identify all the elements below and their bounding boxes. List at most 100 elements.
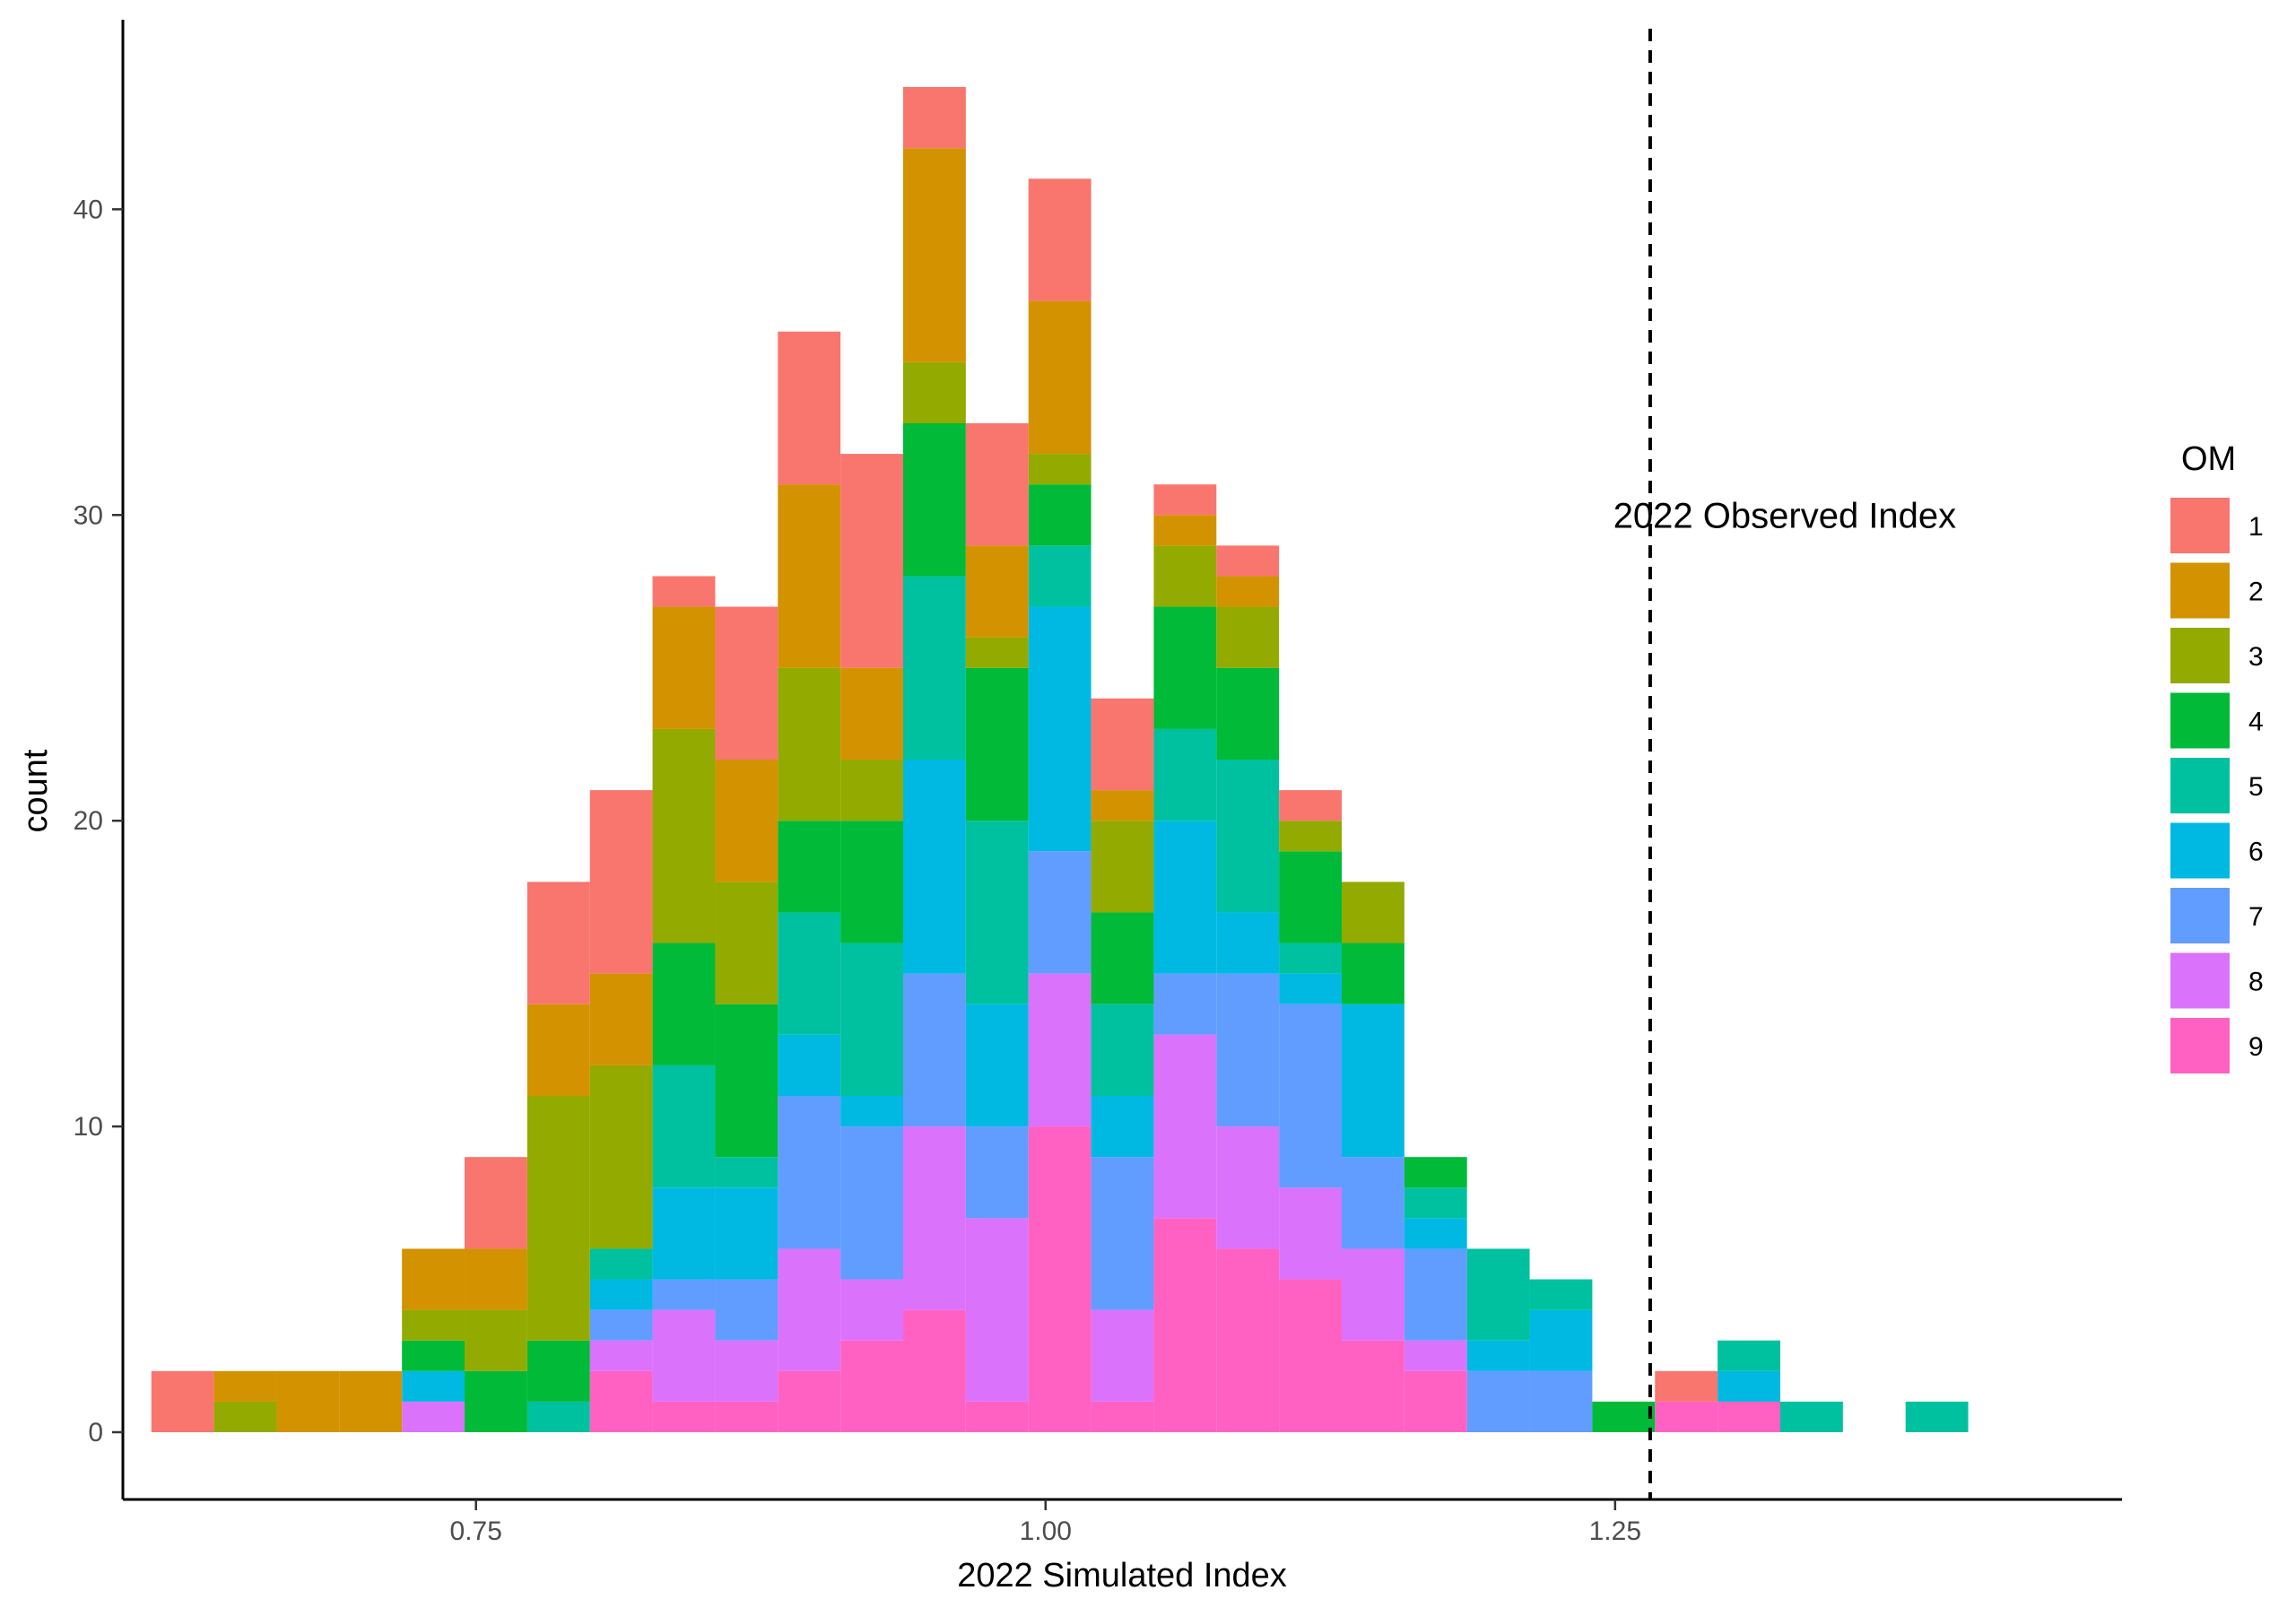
y-tick-label: 10	[74, 1112, 103, 1142]
bar-segment-om-7	[778, 1096, 841, 1249]
bar-segment-om-6	[402, 1370, 465, 1402]
bar-segment-om-8	[715, 1340, 778, 1402]
bar-segment-om-2	[965, 545, 1029, 638]
x-tick-label: 1.25	[1589, 1516, 1641, 1546]
x-tick-label: 0.75	[450, 1516, 502, 1546]
legend-key-om-1	[2170, 498, 2230, 553]
bar-segment-om-2	[1153, 515, 1217, 546]
bar-segment-om-5	[1529, 1279, 1593, 1310]
bar-segment-om-5	[1779, 1401, 1843, 1432]
bar-segment-om-6	[1153, 821, 1217, 974]
bar-segment-om-4	[1028, 484, 1091, 546]
bar-segment-om-3	[652, 728, 716, 943]
bar-segment-om-4	[965, 667, 1029, 821]
bar-segment-om-5	[1466, 1248, 1530, 1341]
x-axis-title: 2022 Simulated Index	[957, 1557, 1287, 1595]
bar-segment-om-9	[1404, 1370, 1467, 1432]
bar-segment-om-5	[589, 1248, 653, 1280]
bar-segment-om-4	[652, 943, 716, 1065]
bar-segment-om-5	[1216, 760, 1280, 913]
bar-segment-om-4	[1341, 943, 1405, 1004]
bar-segment-om-9	[965, 1401, 1029, 1432]
x-tick-label: 1.00	[1020, 1516, 1072, 1546]
bar-segment-om-8	[965, 1218, 1029, 1402]
bar-segment-om-1	[652, 576, 716, 607]
bar-segment-om-7	[1153, 973, 1217, 1035]
bar-segment-om-3	[840, 760, 904, 821]
bar-segment-om-9	[903, 1309, 966, 1432]
bar-segment-om-4	[1592, 1401, 1656, 1432]
bar-segment-om-8	[1341, 1248, 1405, 1341]
bar-segment-om-9	[652, 1401, 716, 1432]
bar-segment-om-9	[840, 1340, 904, 1432]
y-axis-ticks: 0 10 20 30 40	[74, 195, 123, 1447]
bar-segment-om-1	[1153, 484, 1217, 516]
legend: OM 1 2 3 4 5 6 7 8 9	[2170, 440, 2264, 1073]
bar-segment-om-6	[840, 1096, 904, 1127]
bar-segment-om-6	[965, 1004, 1029, 1127]
bar-segment-om-6	[1216, 912, 1280, 974]
legend-key-om-5	[2170, 758, 2230, 813]
bar-segment-om-7	[1404, 1248, 1467, 1341]
bar-segment-om-5	[1153, 728, 1217, 821]
bar-segment-om-8	[903, 1126, 966, 1310]
bar-segment-om-6	[1404, 1218, 1467, 1249]
bar-segment-om-9	[1655, 1401, 1718, 1432]
bar-segment-om-5	[1404, 1187, 1467, 1219]
bar-segment-om-5	[715, 1157, 778, 1188]
bar-segment-om-2	[339, 1370, 403, 1432]
legend-label-om-4: 4	[2248, 708, 2264, 737]
y-axis-title: count	[17, 749, 55, 832]
bar-segment-om-4	[402, 1340, 465, 1371]
bar-segment-om-7	[1091, 1157, 1154, 1310]
bar-segment-om-5	[652, 1065, 716, 1188]
bar-segment-om-3	[465, 1309, 527, 1371]
bar-segment-om-7	[903, 973, 966, 1127]
legend-key-om-7	[2170, 888, 2230, 943]
bar-segment-om-9	[1153, 1218, 1217, 1432]
bar-segment-om-8	[1279, 1187, 1342, 1280]
bar-segment-om-4	[778, 821, 841, 913]
legend-label-om-2: 2	[2248, 578, 2264, 607]
bar-segment-om-6	[903, 760, 966, 974]
bar-segment-om-9	[1279, 1279, 1342, 1432]
bar-segment-om-1	[903, 87, 966, 149]
legend-key-om-4	[2170, 692, 2230, 749]
bar-segment-om-7	[589, 1309, 653, 1341]
bar-segment-om-4	[1279, 851, 1342, 943]
bar-segment-om-2	[1028, 300, 1091, 455]
bar-segment-om-1	[840, 454, 904, 668]
legend-label-om-7: 7	[2248, 902, 2264, 932]
bar-segment-om-7	[965, 1126, 1029, 1219]
y-tick-label: 40	[74, 195, 103, 224]
bar-segment-om-4	[840, 821, 904, 943]
bar-segment-om-5	[778, 912, 841, 1035]
bar-segment-om-3	[1091, 821, 1154, 913]
bar-segment-om-2	[652, 606, 716, 729]
bar-segment-om-6	[715, 1187, 778, 1280]
bar-segment-om-3	[1153, 545, 1217, 607]
bar-segment-om-7	[1341, 1157, 1405, 1249]
bar-segment-om-2	[715, 760, 778, 882]
bar-segment-om-8	[1091, 1309, 1154, 1402]
bar-segment-om-5	[526, 1401, 590, 1432]
bar-segment-om-8	[1404, 1340, 1467, 1371]
bar-segment-om-1	[526, 882, 590, 1004]
bar-segment-om-6	[1718, 1370, 1780, 1402]
y-tick-label: 20	[74, 806, 103, 836]
bar-segment-om-8	[589, 1340, 653, 1371]
bar-segment-om-3	[1028, 454, 1091, 485]
bar-segment-om-6	[589, 1279, 653, 1310]
bar-segment-om-8	[778, 1248, 841, 1371]
bar-segment-om-8	[1216, 1126, 1280, 1249]
bar-segment-om-3	[903, 361, 966, 423]
bar-segment-om-5	[840, 943, 904, 1096]
bar-segment-om-7	[1466, 1370, 1530, 1432]
bar-segment-om-8	[840, 1279, 904, 1341]
bar-segment-om-6	[778, 1034, 841, 1096]
bar-segment-om-5	[1279, 943, 1342, 974]
bar-segment-om-3	[715, 882, 778, 1004]
bar-segment-om-9	[715, 1401, 778, 1432]
bar-segment-om-7	[715, 1279, 778, 1341]
bar-segment-om-1	[1028, 178, 1091, 301]
